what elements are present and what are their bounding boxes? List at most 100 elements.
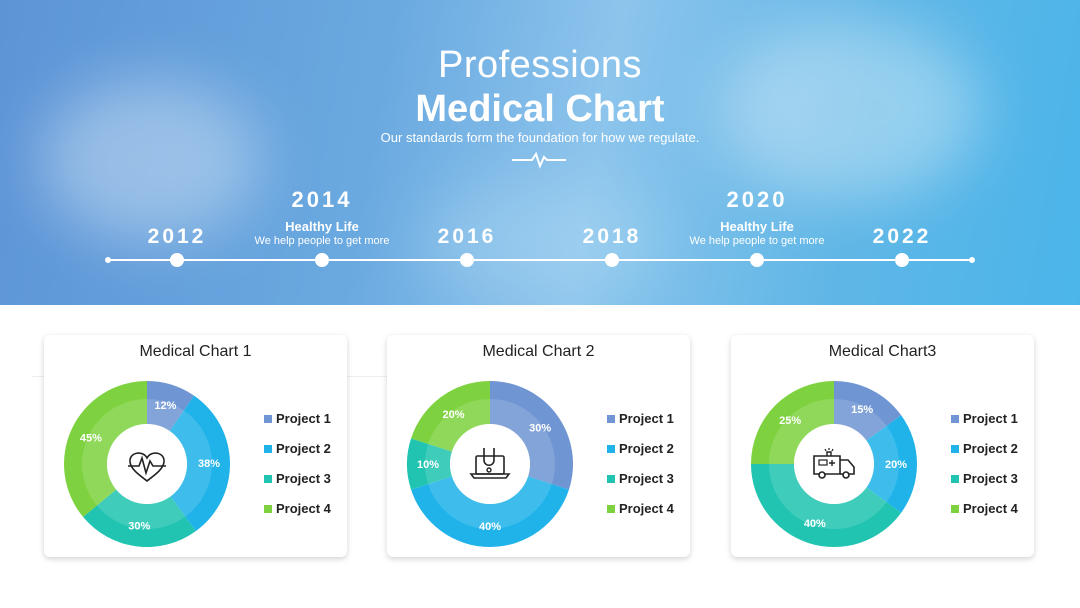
chart-legend: Project 1 Project 2 Project 3 Project 4 bbox=[951, 411, 1018, 531]
data-label: 38% bbox=[198, 458, 220, 470]
legend-label: Project 4 bbox=[619, 501, 674, 516]
timeline-year: 2018 bbox=[582, 225, 642, 248]
donut-slice bbox=[411, 476, 569, 547]
legend-label: Project 3 bbox=[963, 471, 1018, 486]
data-label: 10% bbox=[417, 459, 439, 471]
legend-label: Project 3 bbox=[276, 471, 331, 486]
data-label: 20% bbox=[443, 409, 465, 421]
timeline-dot bbox=[895, 253, 909, 267]
donut-slice-inner-band bbox=[96, 489, 186, 529]
data-label: 20% bbox=[885, 459, 907, 471]
timeline-year: 2020 bbox=[726, 187, 788, 212]
timeline-subtext: We help people to get more bbox=[254, 235, 390, 247]
timeline-heading: Healthy Life bbox=[720, 219, 794, 234]
legend-swatch bbox=[607, 475, 615, 483]
legend-swatch bbox=[607, 415, 615, 423]
page-title-bold: Medical Chart bbox=[415, 88, 665, 130]
background-blur bbox=[720, 20, 980, 200]
donut-hole bbox=[794, 424, 874, 504]
legend-swatch bbox=[951, 475, 959, 483]
donut-hole bbox=[450, 424, 530, 504]
legend-label: Project 1 bbox=[619, 411, 674, 426]
timeline-start bbox=[105, 257, 111, 263]
background-blur bbox=[420, 180, 660, 300]
chart-title: Medical Chart 1 bbox=[139, 343, 252, 360]
donut-slice bbox=[407, 438, 452, 490]
data-label: 25% bbox=[779, 415, 801, 427]
donut-chart: 15% 20% 40% 25% bbox=[751, 381, 917, 547]
legend-label: Project 4 bbox=[276, 501, 331, 516]
legend-item: Project 3 bbox=[264, 471, 331, 501]
legend-swatch bbox=[607, 445, 615, 453]
legend-item: Project 4 bbox=[264, 501, 331, 531]
timeline-end bbox=[969, 257, 975, 263]
data-label: 30% bbox=[128, 521, 150, 533]
legend-label: Project 3 bbox=[619, 471, 674, 486]
page-subtitle: Our standards form the foundation for ho… bbox=[380, 130, 700, 145]
legend-item: Project 4 bbox=[607, 501, 674, 531]
donut-slice bbox=[490, 381, 573, 490]
page-title-light: Professions bbox=[437, 44, 643, 86]
legend-label: Project 2 bbox=[619, 441, 674, 456]
donut-slice bbox=[834, 381, 902, 441]
timeline-year: 2016 bbox=[437, 225, 497, 248]
chart-card-1: Medical Chart 1 12% 38% 30% 45% Project 1 Proj… bbox=[44, 335, 347, 557]
legend-item: Project 4 bbox=[951, 501, 1018, 531]
timeline-heading: Healthy Life bbox=[285, 219, 359, 234]
legend-item: Project 2 bbox=[951, 441, 1018, 471]
legend-item: Project 3 bbox=[607, 471, 674, 501]
data-label: 45% bbox=[80, 433, 102, 445]
timeline-dot bbox=[170, 253, 184, 267]
data-label: 40% bbox=[479, 521, 501, 533]
donut-slice-inner-band bbox=[866, 425, 899, 503]
ambulance-icon bbox=[813, 448, 855, 479]
donut-slice-inner-band bbox=[147, 399, 184, 432]
timeline-dot bbox=[750, 253, 764, 267]
data-label: 40% bbox=[804, 518, 826, 530]
donut-slice bbox=[411, 381, 490, 452]
legend-label: Project 4 bbox=[963, 501, 1018, 516]
timeline-dot bbox=[605, 253, 619, 267]
data-label: 30% bbox=[529, 423, 551, 435]
header-banner: Professions Medical Chart Our standards … bbox=[0, 0, 1080, 305]
legend-swatch bbox=[264, 445, 272, 453]
legend-item: Project 1 bbox=[264, 411, 331, 441]
chart-title: Medical Chart3 bbox=[828, 343, 937, 360]
legend-swatch bbox=[951, 445, 959, 453]
donut-chart: 12% 38% 30% 45% bbox=[64, 381, 230, 547]
legend-item: Project 1 bbox=[951, 411, 1018, 441]
timeline-subtext: We help people to get more bbox=[689, 235, 825, 247]
heartbeat-divider-icon bbox=[512, 151, 566, 169]
legend-label: Project 2 bbox=[276, 441, 331, 456]
timeline-year: 2014 bbox=[291, 187, 353, 212]
legend-item: Project 3 bbox=[951, 471, 1018, 501]
data-label: 15% bbox=[851, 404, 873, 416]
timeline-year: 2012 bbox=[147, 225, 207, 248]
chart-card-3: Medical Chart3 15% 20% 40% 25% Project 1 Proje… bbox=[731, 335, 1034, 557]
timeline-dot bbox=[315, 253, 329, 267]
legend-swatch bbox=[264, 415, 272, 423]
legend-item: Project 2 bbox=[264, 441, 331, 471]
donut-slice-inner-band bbox=[428, 476, 552, 529]
donut-slice-inner-band bbox=[428, 399, 490, 452]
legend-item: Project 2 bbox=[607, 441, 674, 471]
background-blur bbox=[40, 80, 260, 240]
donut-slice-inner-band bbox=[169, 410, 212, 517]
legend-label: Project 2 bbox=[963, 441, 1018, 456]
heart-pulse-icon bbox=[128, 452, 166, 483]
donut-slice-inner-band bbox=[769, 399, 834, 464]
legend-item: Project 1 bbox=[607, 411, 674, 441]
timeline-dot bbox=[460, 253, 474, 267]
timeline-year: 2022 bbox=[872, 225, 932, 248]
chart-legend: Project 1 Project 2 Project 3 Project 4 bbox=[607, 411, 674, 531]
legend-swatch bbox=[607, 505, 615, 513]
legend-swatch bbox=[264, 475, 272, 483]
donut-slice-inner-band bbox=[769, 464, 887, 529]
donut-slice-inner-band bbox=[425, 443, 452, 485]
data-label: 12% bbox=[154, 400, 176, 412]
donut-slice bbox=[147, 381, 195, 432]
donut-slice-inner-band bbox=[490, 399, 555, 485]
donut-slice-inner-band bbox=[834, 399, 887, 441]
legend-label: Project 1 bbox=[276, 411, 331, 426]
